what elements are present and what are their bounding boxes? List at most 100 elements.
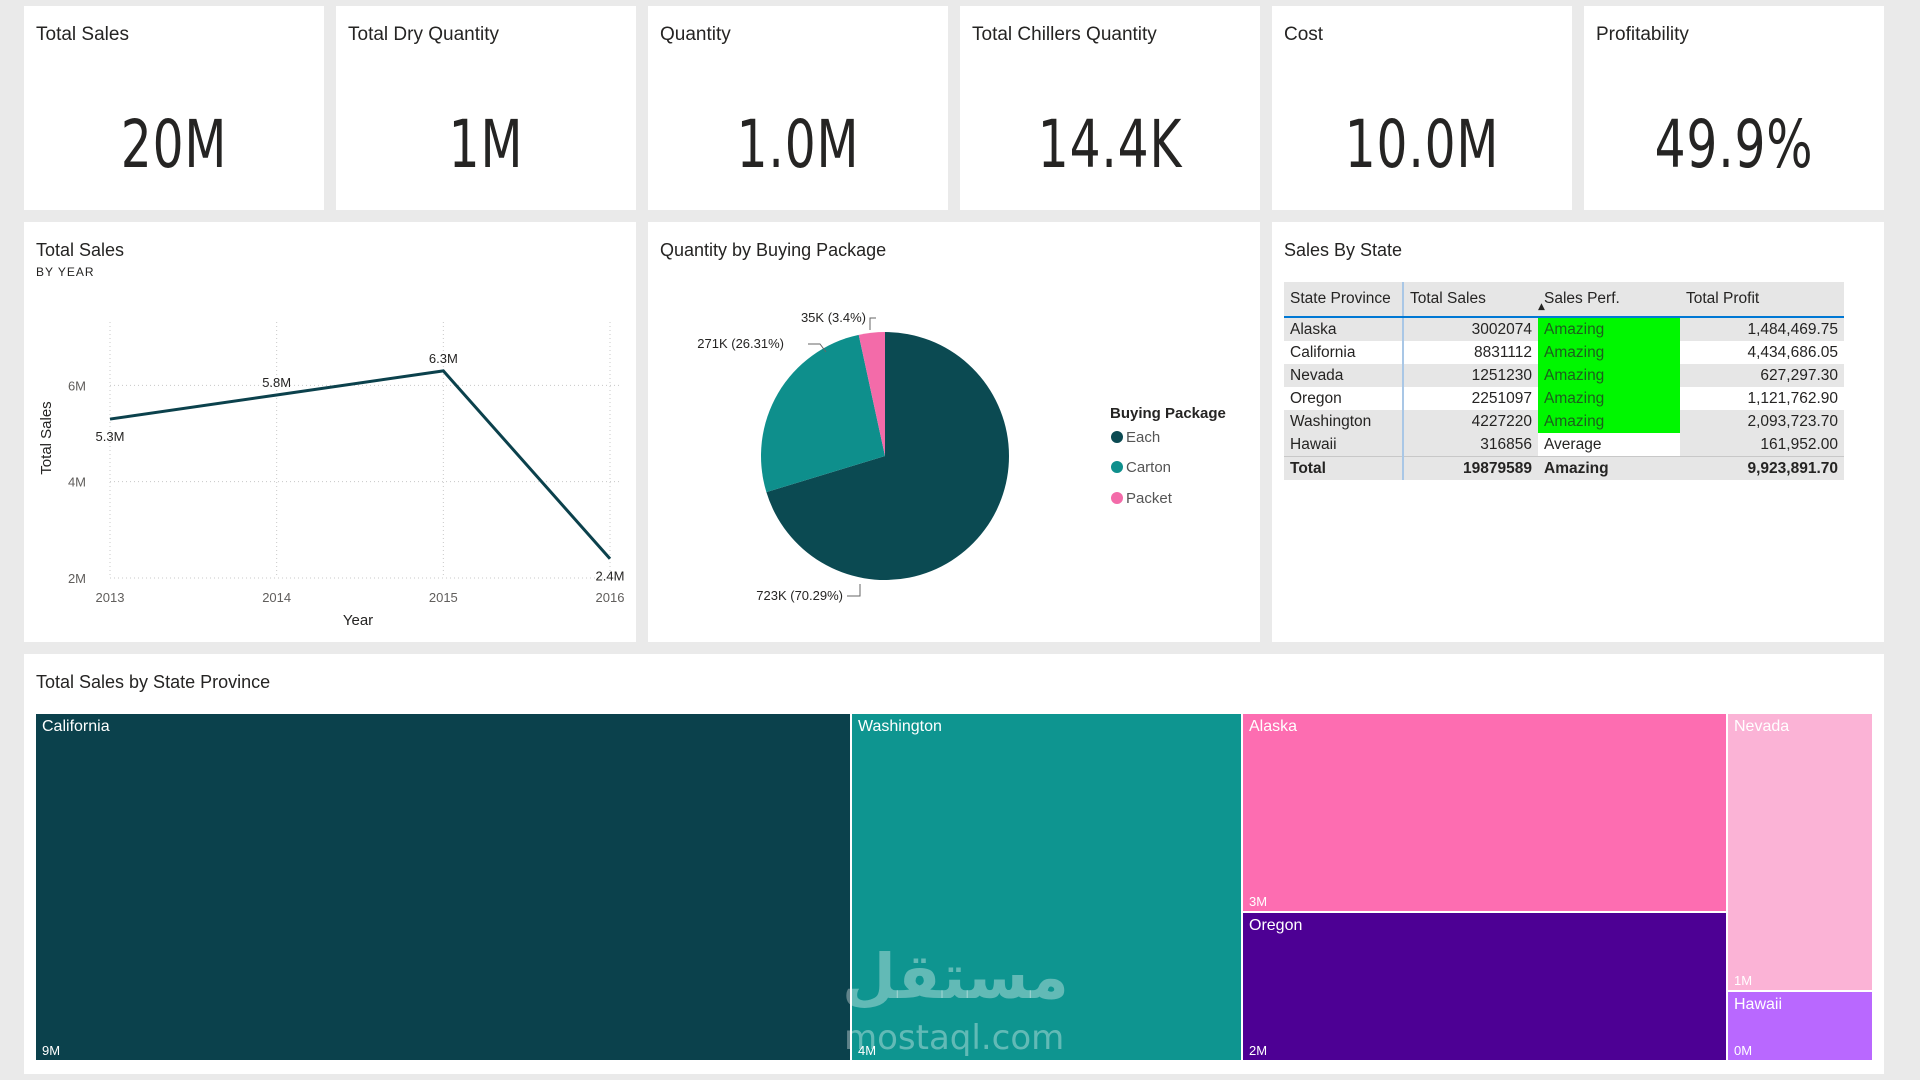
line-data-labels: 5.3M 5.8M 6.3M 2.4M xyxy=(96,351,625,584)
column-header-state[interactable]: State Province xyxy=(1284,282,1404,318)
tile-value: 0M xyxy=(1734,1043,1753,1058)
cell-state: Oregon xyxy=(1284,387,1404,410)
table-row[interactable]: Hawaii 316856 Average 161,952.00 xyxy=(1284,433,1844,457)
pie-slice-packet[interactable] xyxy=(858,332,885,456)
cell-total-sales: 19879589 xyxy=(1403,456,1538,480)
pie-slice-carton[interactable] xyxy=(761,334,885,493)
legend-swatch xyxy=(1111,431,1123,443)
legend-label: Carton xyxy=(1126,459,1171,476)
y-tick-label: 4M xyxy=(68,475,86,490)
x-tick-label: 2013 xyxy=(96,590,125,605)
kpi-value: 10.0M xyxy=(1344,106,1500,183)
line-chart-grid xyxy=(109,322,620,579)
sort-ascending-icon: ▲ xyxy=(1538,302,1545,312)
tile-value: 9M xyxy=(42,1043,61,1058)
cell-state: Nevada xyxy=(1284,364,1404,387)
tile-label: Hawaii xyxy=(1734,996,1783,1013)
cell-state: Alaska xyxy=(1284,317,1404,341)
tile-label: Nevada xyxy=(1734,718,1790,735)
kpi-card-profitability[interactable]: Profitability 49.9% xyxy=(1584,6,1884,210)
cell-sales-perf: Amazing xyxy=(1538,341,1680,364)
cell-sales-perf: Amazing xyxy=(1538,387,1680,410)
cell-total-profit: 1,121,762.90 xyxy=(1680,387,1844,410)
data-label: 5.8M xyxy=(262,375,291,390)
pie-legend-item-carton[interactable]: Carton xyxy=(1111,459,1171,476)
pie-label-packet: 35K (3.4%) xyxy=(801,310,866,325)
data-label: 6.3M xyxy=(429,351,458,366)
tile-value: 4M xyxy=(858,1043,877,1058)
pie-chart-card[interactable]: Quantity by Buying Package 35K (3.4%) 27… xyxy=(648,222,1260,642)
treemap-tile-alaska[interactable]: Alaska 3M xyxy=(1243,714,1728,913)
y-tick-label: 2M xyxy=(68,571,86,586)
pie-label-carton: 271K (26.31%) xyxy=(697,336,784,351)
pie-leaders xyxy=(808,317,876,597)
table-row[interactable]: Oregon 2251097 Amazing 1,121,762.90 xyxy=(1284,387,1844,410)
kpi-card-cost[interactable]: Cost 10.0M xyxy=(1272,6,1572,210)
cell-sales-perf: Amazing xyxy=(1538,410,1680,433)
table-row[interactable]: Washington 4227220 Amazing 2,093,723.70 xyxy=(1284,410,1844,433)
tile-label: Alaska xyxy=(1249,718,1298,735)
column-header-sales-perf[interactable]: Sales Perf. xyxy=(1538,282,1680,318)
cell-total-sales: 8831112 xyxy=(1403,341,1538,364)
x-tick-label: 2014 xyxy=(262,590,291,605)
cell-sales-perf: Average xyxy=(1538,433,1680,457)
cell-total-profit: 4,434,686.05 xyxy=(1680,341,1844,364)
kpi-label: Profitability xyxy=(1596,24,1689,45)
column-header-total-profit[interactable]: Total Profit xyxy=(1680,282,1844,318)
cell-sales-perf: Amazing xyxy=(1538,364,1680,387)
y-axis-title: Total Sales xyxy=(38,401,55,474)
kpi-value: 1.0M xyxy=(736,106,860,183)
pie-slice-each[interactable] xyxy=(766,332,1009,580)
treemap-tile-hawaii[interactable]: Hawaii 0M xyxy=(1728,992,1874,1062)
cell-total-sales: 1251230 xyxy=(1403,364,1538,387)
treemap-tile-washington[interactable]: Washington 4M xyxy=(852,714,1243,1062)
kpi-value: 20M xyxy=(120,106,228,183)
legend-label: Each xyxy=(1126,429,1160,446)
line-series[interactable] xyxy=(109,369,612,560)
kpi-card-total-sales[interactable]: Total Sales 20M xyxy=(24,6,324,210)
x-axis-title: Year xyxy=(343,612,373,629)
table-row[interactable]: Alaska 3002074 Amazing 1,484,469.75 xyxy=(1284,317,1844,341)
cell-state: California xyxy=(1284,341,1404,364)
kpi-card-quantity[interactable]: Quantity 1.0M xyxy=(648,6,948,210)
table-title: Sales By State xyxy=(1284,240,1403,260)
cell-total-profit: 2,093,723.70 xyxy=(1680,410,1844,433)
tile-value: 3M xyxy=(1249,894,1268,909)
legend-swatch xyxy=(1111,492,1123,504)
pie-label-each: 723K (70.29%) xyxy=(756,588,843,603)
table-row[interactable]: California 8831112 Amazing 4,434,686.05 xyxy=(1284,341,1844,364)
kpi-value: 49.9% xyxy=(1654,106,1814,183)
treemap-tile-california[interactable]: California 9M xyxy=(36,714,852,1062)
legend-label: Packet xyxy=(1126,490,1173,507)
y-tick-label: 6M xyxy=(68,378,86,393)
pie-chart-title: Quantity by Buying Package xyxy=(660,240,887,260)
data-label: 5.3M xyxy=(96,429,125,444)
tile-label: Oregon xyxy=(1249,917,1303,934)
line-chart-card[interactable]: Total Sales BY YEAR 2M 4M 6M 2013 2014 2015 20… xyxy=(24,222,636,642)
x-tick-label: 2016 xyxy=(596,590,625,605)
pie-chart[interactable]: 35K (3.4%) 271K (26.31%) 723K (70.29%) B… xyxy=(648,222,1260,642)
line-chart-ticks: 2M 4M 6M 2013 2014 2015 2016 xyxy=(68,378,625,605)
treemap-tile-nevada[interactable]: Nevada 1M xyxy=(1728,714,1874,992)
line-chart-subtitle: BY YEAR xyxy=(36,265,95,279)
pie-legend-item-packet[interactable]: Packet xyxy=(1111,490,1173,507)
cell-total-sales: 4227220 xyxy=(1403,410,1538,433)
cell-total-profit: 161,952.00 xyxy=(1680,433,1844,457)
cell-total-profit: 9,923,891.70 xyxy=(1680,456,1844,480)
watermark-latin: mostaql.com xyxy=(844,1018,1065,1058)
table-row[interactable]: Nevada 1251230 Amazing 627,297.30 xyxy=(1284,364,1844,387)
tile-value: 1M xyxy=(1734,973,1753,988)
watermark-arabic: مستقل xyxy=(842,940,1069,1013)
treemap-tile-oregon[interactable]: Oregon 2M xyxy=(1243,913,1728,1062)
pie-legend-item-each[interactable]: Each xyxy=(1111,429,1160,446)
column-header-total-sales[interactable]: Total Sales xyxy=(1403,282,1538,318)
legend-swatch xyxy=(1111,461,1123,473)
sales-by-state-card[interactable]: Sales By State State Province Total Sale… xyxy=(1272,222,1884,642)
treemap-card[interactable]: Total Sales by State Province California… xyxy=(24,654,1884,1074)
kpi-card-total-dry-quantity[interactable]: Total Dry Quantity 1M xyxy=(336,6,636,210)
kpi-card-total-chillers-quantity[interactable]: Total Chillers Quantity 14.4K xyxy=(960,6,1260,210)
kpi-label: Cost xyxy=(1284,24,1324,45)
treemap-title: Total Sales by State Province xyxy=(36,672,271,692)
data-label: 2.4M xyxy=(596,569,625,584)
